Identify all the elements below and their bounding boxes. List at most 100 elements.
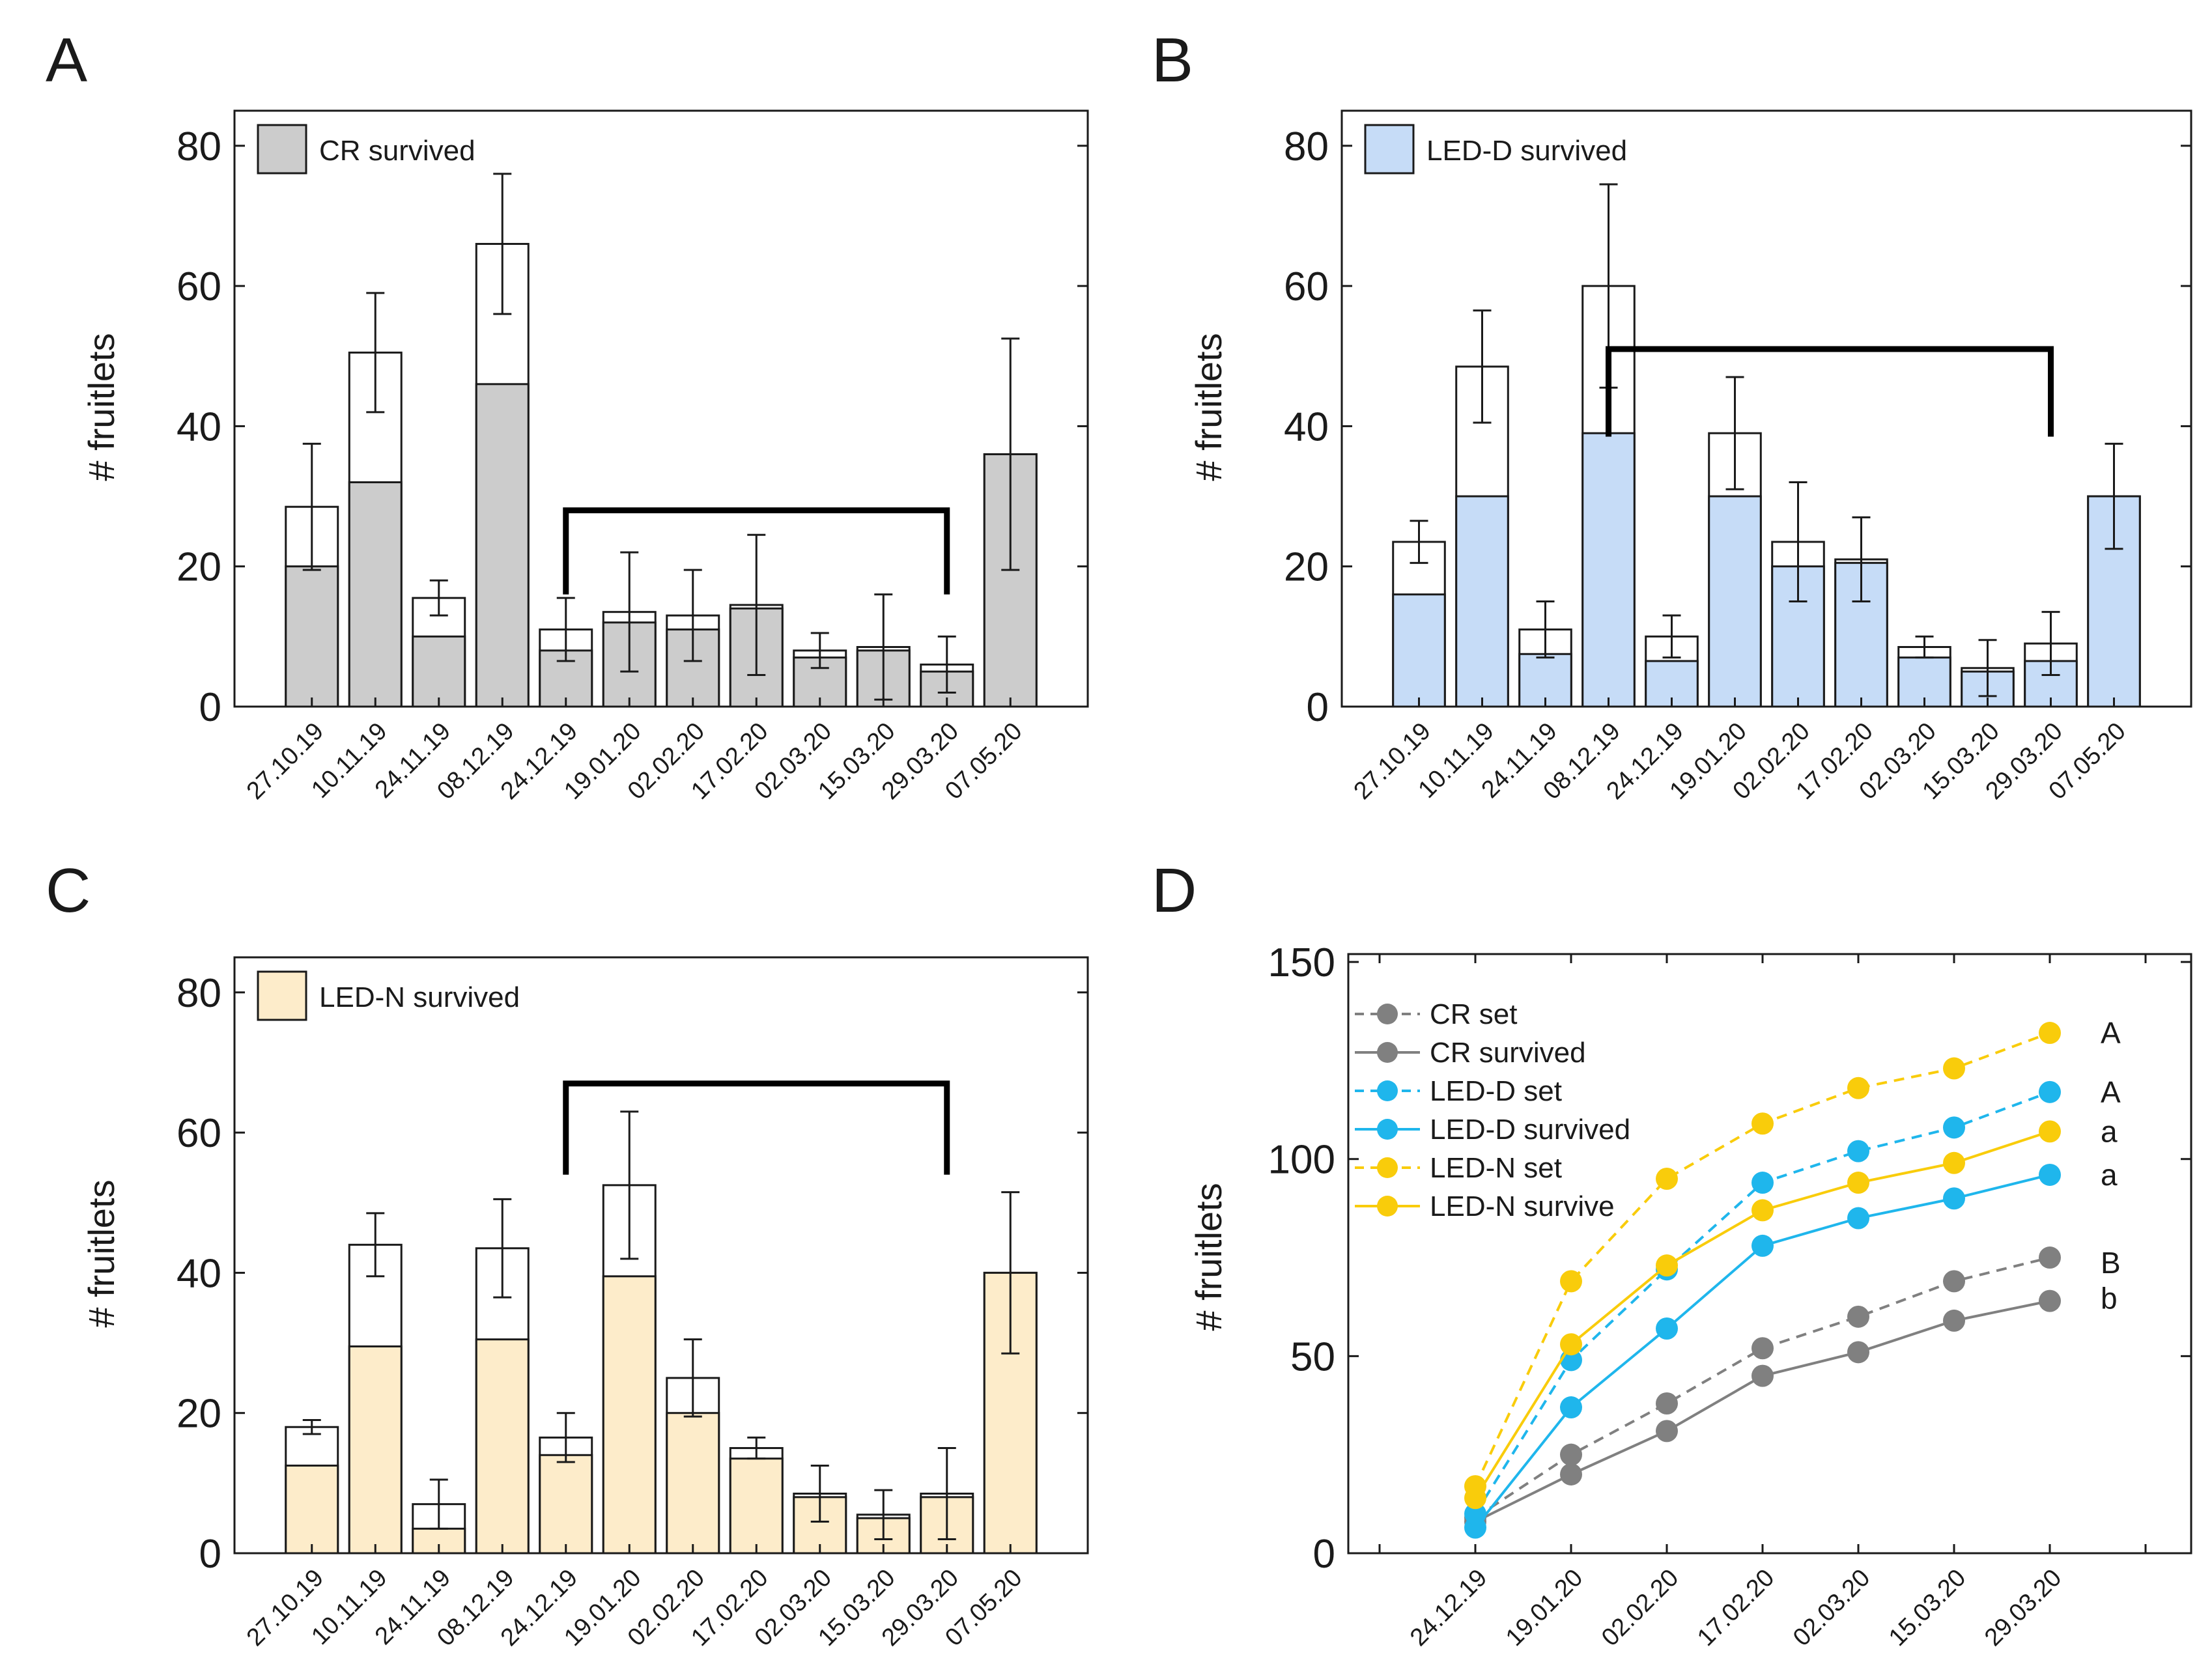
data-point: [1847, 1207, 1869, 1230]
data-point: [1464, 1502, 1486, 1525]
panel-letter-a: A: [46, 25, 87, 95]
data-point: [2039, 1246, 2061, 1269]
y-tick-label: 60: [1284, 264, 1329, 309]
data-point: [1751, 1112, 1774, 1135]
bar-survived: [729, 1457, 784, 1555]
significance-bracket: [1606, 346, 2054, 437]
data-point: [1751, 1172, 1774, 1194]
legend-marker: [1377, 1157, 1398, 1178]
legend-marker: [1377, 1196, 1398, 1217]
legend-marker: [1377, 1004, 1398, 1024]
y-tick-label: 40: [1284, 404, 1329, 449]
bar-survived: [666, 1412, 720, 1555]
y-tick-label: 80: [1284, 124, 1329, 169]
data-point: [1656, 1168, 1678, 1190]
data-point: [2039, 1163, 2061, 1186]
bar-survived: [285, 565, 339, 708]
legend-label: LED-N survive: [1430, 1190, 1615, 1222]
data-point: [1943, 1057, 1965, 1080]
x-tick-label: 19.01.20: [1501, 1564, 1588, 1652]
legend-label: CR survived: [1430, 1037, 1586, 1069]
data-point: [1847, 1305, 1869, 1328]
data-point: [1560, 1463, 1582, 1485]
data-point: [1560, 1443, 1582, 1466]
x-tick-label: 29.03.20: [1979, 1564, 2067, 1652]
significance-letter: A: [2101, 1016, 2121, 1050]
data-point: [2039, 1080, 2061, 1103]
bar-survived: [412, 635, 466, 708]
data-point: [1656, 1392, 1678, 1415]
data-point: [1847, 1172, 1869, 1194]
data-point: [1751, 1199, 1774, 1222]
data-point: [2039, 1120, 2061, 1143]
x-tick-label: 02.02.20: [1596, 1564, 1684, 1652]
bar-survived: [983, 453, 1038, 708]
y-tick-label: 60: [177, 1111, 221, 1156]
data-point: [1751, 1234, 1774, 1257]
data-point: [1560, 1396, 1582, 1419]
data-point: [1847, 1341, 1869, 1364]
bar-survived: [475, 383, 530, 708]
plot-frame: [233, 956, 1089, 1555]
y-axis-label: # fruitlets: [1188, 333, 1229, 481]
plot-frame: [1347, 953, 2192, 1555]
legend-label: CR survived: [319, 135, 475, 167]
legend-label: LED-D survived: [1426, 135, 1627, 167]
panel-letter-c: C: [46, 856, 91, 925]
y-tick-label: 20: [1284, 545, 1329, 590]
data-point: [1847, 1140, 1869, 1162]
data-point: [2039, 1289, 2061, 1312]
y-tick-label: 150: [1268, 940, 1335, 985]
bar-survived: [1581, 432, 1636, 708]
x-tick-label: 02.03.20: [1788, 1564, 1875, 1652]
y-tick-label: 80: [177, 971, 221, 1016]
legend-marker: [1377, 1080, 1398, 1101]
significance-bracket: [563, 507, 950, 595]
legend-label: LED-N set: [1430, 1152, 1562, 1184]
data-point: [1943, 1116, 1965, 1139]
significance-letter: b: [2101, 1282, 2118, 1316]
x-tick-label: 24.12.19: [1405, 1564, 1492, 1652]
x-tick-label: 17.02.20: [1692, 1564, 1780, 1652]
data-point: [1560, 1270, 1582, 1293]
bar-survived: [1455, 495, 1509, 708]
panel-letter-b: B: [1152, 25, 1193, 95]
legend-marker: [1377, 1119, 1398, 1140]
data-point: [1560, 1333, 1582, 1356]
legend-label: LED-D survived: [1430, 1114, 1630, 1146]
y-tick-label: 0: [199, 685, 221, 730]
legend-label: LED-N survived: [319, 981, 520, 1013]
significance-letter: A: [2101, 1075, 2121, 1109]
bar-survived: [602, 1275, 657, 1555]
legend-label: LED-D set: [1430, 1075, 1562, 1107]
data-point: [1751, 1364, 1774, 1387]
data-point: [1943, 1151, 1965, 1174]
y-tick-label: 40: [177, 404, 221, 449]
y-axis-label: # fruitlets: [81, 333, 122, 481]
legend-swatch: [1364, 124, 1415, 175]
y-tick-label: 100: [1268, 1138, 1335, 1183]
data-point: [1943, 1187, 1965, 1210]
y-tick-label: 0: [1313, 1532, 1335, 1577]
legend-marker: [1377, 1042, 1398, 1063]
y-tick-label: 50: [1290, 1334, 1335, 1379]
bar-survived: [285, 1464, 339, 1555]
significance-letter: a: [2101, 1158, 2118, 1192]
data-point: [2039, 1022, 2061, 1045]
bar-survived: [475, 1338, 530, 1555]
plot-frame: [233, 109, 1089, 708]
y-tick-label: 60: [177, 264, 221, 309]
y-tick-label: 0: [199, 1532, 221, 1577]
legend-swatch: [257, 970, 307, 1021]
data-point: [1656, 1254, 1678, 1277]
significance-letter: B: [2101, 1246, 2121, 1280]
data-point: [1464, 1475, 1486, 1498]
bar-survived: [348, 481, 403, 708]
bar-survived: [1708, 495, 1762, 708]
data-point: [1943, 1309, 1965, 1332]
